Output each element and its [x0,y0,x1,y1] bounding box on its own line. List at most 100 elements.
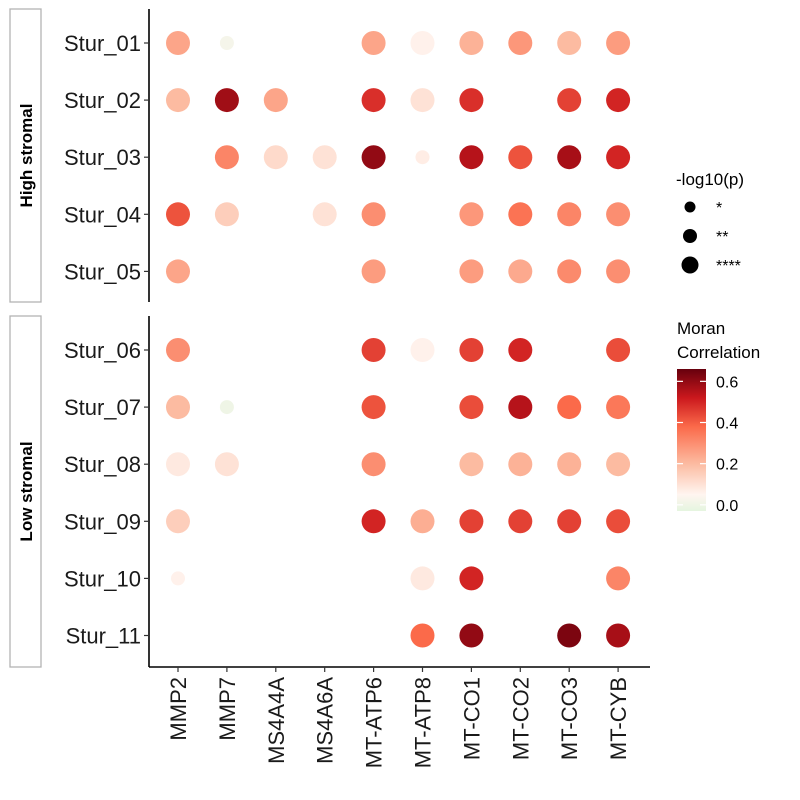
size-legend-label: ** [716,229,728,246]
y-tick-label: Stur_05 [64,259,141,284]
dot [166,202,190,227]
size-legend-label: **** [716,258,741,275]
facet-strips: High stromal Low stromal [9,8,42,668]
y-tick-label: Stur_06 [64,338,141,363]
dot [166,509,190,534]
dot [361,88,386,113]
plot-panels: Stur_01Stur_02Stur_03Stur_04Stur_05Stur_… [64,9,631,667]
dot [557,259,582,284]
size-legend-key [684,201,696,213]
y-tick-label: Stur_04 [64,202,141,227]
color-legend-title: Moran [677,319,725,338]
x-tick-label: MT-ATP6 [362,677,387,768]
dot [219,400,234,415]
dot [361,259,386,284]
y-tick-label: Stur_11 [66,624,141,649]
x-tick-label: MT-CO2 [508,677,533,760]
dot [166,88,190,113]
dot [410,623,435,648]
x-tick-label: MS4A6A [313,677,338,764]
colorbar-tick-label: 0.0 [716,498,738,515]
facet-strip-box [9,315,42,668]
dot [415,150,430,165]
colorbar [677,369,706,511]
facet-strip-box [9,8,42,303]
dot [606,623,631,648]
dot [361,31,386,55]
dot [214,145,239,170]
facet-strip-1: High stromal [9,8,42,303]
x-tick-label: MS4A4A [264,677,289,764]
y-tick-label: Stur_01 [64,31,141,56]
dot [459,88,484,113]
dot [508,31,533,55]
color-legend: Moran Correlation 0.0 0.2 0.4 0.6 [677,319,760,515]
dot [361,395,386,420]
x-tick-label: MT-ATP8 [411,677,436,768]
dot [508,202,533,227]
dot [557,145,582,170]
colorbar-tick-label: 0.6 [716,374,738,391]
dot [508,145,533,170]
dot [459,31,484,55]
dot [459,202,484,227]
dot [312,145,337,170]
dot [263,145,288,170]
x-axis: MMP2 MMP7 MS4A4A MS4A6A MT-ATP6 MT-ATP8 MT-CO1… [149,666,650,768]
dot [166,259,190,284]
dot [361,145,386,170]
dot [166,338,190,362]
y-tick-label: Stur_09 [64,509,141,534]
x-tick-label: MMP2 [166,677,191,741]
dot [606,31,631,55]
dot [606,202,631,227]
dot [171,571,185,586]
y-tick-label: Stur_07 [64,395,141,420]
dot [459,452,484,477]
dot [312,202,337,227]
facet-strip-label: Low stromal [17,441,36,541]
dot [606,452,631,477]
dot [361,509,386,534]
dot [361,452,386,477]
dot [459,566,484,591]
dot [361,338,386,362]
dot [606,145,631,170]
dot [459,395,484,420]
dot [361,202,386,227]
dot [459,259,484,284]
colorbar-tick-label: 0.2 [716,457,738,474]
dot [214,452,239,477]
y-tick-label: Stur_10 [64,566,141,591]
size-legend: -log10(p)******* [676,170,744,275]
colorbar-tick-label: 0.4 [716,416,738,433]
y-tick-label: Stur_08 [64,452,141,477]
facet-strip-2: Low stromal [9,315,42,668]
dot [459,623,484,648]
dot [508,395,533,420]
dot [459,509,484,534]
panel-1: Stur_01 Stur_02 Stur_03 Stur_04 Stur_05 [64,9,631,302]
facet-strip-label: High stromal [17,104,36,208]
x-tick-label: MT-CO3 [557,677,582,760]
dot [557,202,582,227]
size-legend-label: * [716,200,722,217]
dot [459,338,484,362]
size-legend-title: -log10(p) [676,170,744,189]
dot [606,395,631,420]
dot [459,145,484,170]
dot [508,452,533,477]
panel-2: Stur_06 Stur_07 Stur_08 Stur_09 Stur_10 Stur_… [64,316,631,667]
dot [410,88,435,113]
dot [410,338,435,362]
dot [508,338,533,362]
dot [606,88,631,113]
dot [166,452,190,477]
y-tick-label: Stur_02 [64,88,141,113]
dot [557,509,582,534]
dot [557,31,582,55]
dot [557,88,582,113]
dot [606,566,631,591]
color-legend-title: Correlation [677,343,760,362]
